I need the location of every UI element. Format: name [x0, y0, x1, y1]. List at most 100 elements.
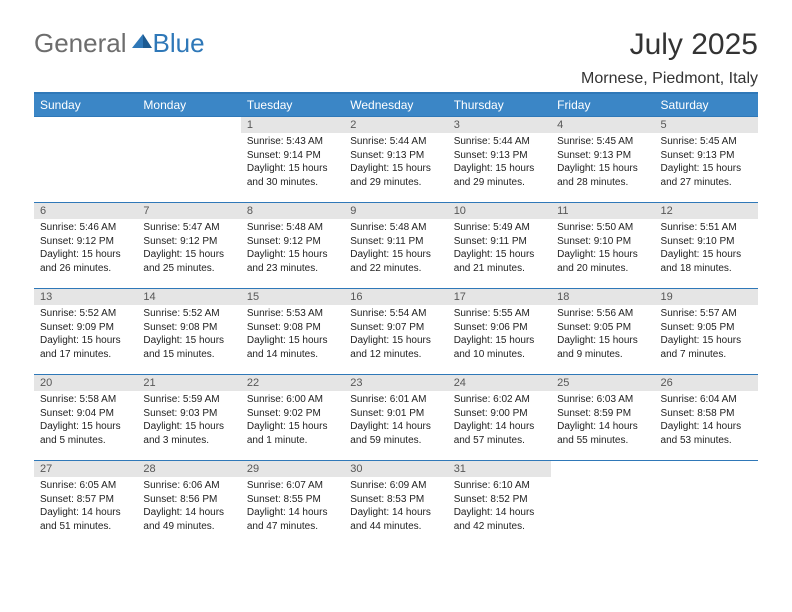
logo-triangle-icon	[131, 30, 153, 57]
day-number: 25	[551, 375, 654, 391]
day-number: 11	[551, 203, 654, 219]
month-title: July 2025	[630, 28, 758, 62]
day-info: Sunrise: 5:46 AMSunset: 9:12 PMDaylight:…	[34, 219, 137, 279]
day-cell: 7Sunrise: 5:47 AMSunset: 9:12 PMDaylight…	[137, 203, 240, 289]
day-number: 29	[241, 461, 344, 477]
day-info: Sunrise: 5:44 AMSunset: 9:13 PMDaylight:…	[448, 133, 551, 193]
day-header: Wednesday	[344, 94, 447, 117]
day-info: Sunrise: 5:51 AMSunset: 9:10 PMDaylight:…	[655, 219, 758, 279]
day-cell: 16Sunrise: 5:54 AMSunset: 9:07 PMDayligh…	[344, 289, 447, 375]
day-cell: 28Sunrise: 6:06 AMSunset: 8:56 PMDayligh…	[137, 461, 240, 547]
day-cell: 20Sunrise: 5:58 AMSunset: 9:04 PMDayligh…	[34, 375, 137, 461]
day-header: Tuesday	[241, 94, 344, 117]
day-info: Sunrise: 5:58 AMSunset: 9:04 PMDaylight:…	[34, 391, 137, 451]
day-info: Sunrise: 6:01 AMSunset: 9:01 PMDaylight:…	[344, 391, 447, 451]
day-cell: 27Sunrise: 6:05 AMSunset: 8:57 PMDayligh…	[34, 461, 137, 547]
day-cell: 5Sunrise: 5:45 AMSunset: 9:13 PMDaylight…	[655, 117, 758, 203]
day-info: Sunrise: 6:03 AMSunset: 8:59 PMDaylight:…	[551, 391, 654, 451]
day-header: Sunday	[34, 94, 137, 117]
day-number: 9	[344, 203, 447, 219]
day-number: 24	[448, 375, 551, 391]
day-cell: 3Sunrise: 5:44 AMSunset: 9:13 PMDaylight…	[448, 117, 551, 203]
location-label: Mornese, Piedmont, Italy	[34, 70, 758, 94]
day-number: 5	[655, 117, 758, 133]
day-number: 8	[241, 203, 344, 219]
calendar-table: SundayMondayTuesdayWednesdayThursdayFrid…	[34, 94, 758, 547]
day-info: Sunrise: 6:00 AMSunset: 9:02 PMDaylight:…	[241, 391, 344, 451]
day-number: 4	[551, 117, 654, 133]
day-info: Sunrise: 6:07 AMSunset: 8:55 PMDaylight:…	[241, 477, 344, 537]
day-info: Sunrise: 5:55 AMSunset: 9:06 PMDaylight:…	[448, 305, 551, 365]
day-cell: 4Sunrise: 5:45 AMSunset: 9:13 PMDaylight…	[551, 117, 654, 203]
day-info: Sunrise: 5:54 AMSunset: 9:07 PMDaylight:…	[344, 305, 447, 365]
day-number: 12	[655, 203, 758, 219]
day-info: Sunrise: 5:45 AMSunset: 9:13 PMDaylight:…	[551, 133, 654, 193]
day-info: Sunrise: 5:50 AMSunset: 9:10 PMDaylight:…	[551, 219, 654, 279]
day-cell	[34, 117, 137, 203]
day-number: 6	[34, 203, 137, 219]
day-number: 2	[344, 117, 447, 133]
day-info: Sunrise: 6:02 AMSunset: 9:00 PMDaylight:…	[448, 391, 551, 451]
day-cell: 13Sunrise: 5:52 AMSunset: 9:09 PMDayligh…	[34, 289, 137, 375]
day-info: Sunrise: 5:53 AMSunset: 9:08 PMDaylight:…	[241, 305, 344, 365]
day-cell: 1Sunrise: 5:43 AMSunset: 9:14 PMDaylight…	[241, 117, 344, 203]
day-number: 18	[551, 289, 654, 305]
day-number: 28	[137, 461, 240, 477]
day-number: 16	[344, 289, 447, 305]
day-info: Sunrise: 5:47 AMSunset: 9:12 PMDaylight:…	[137, 219, 240, 279]
day-info: Sunrise: 5:52 AMSunset: 9:09 PMDaylight:…	[34, 305, 137, 365]
day-cell: 21Sunrise: 5:59 AMSunset: 9:03 PMDayligh…	[137, 375, 240, 461]
day-cell: 30Sunrise: 6:09 AMSunset: 8:53 PMDayligh…	[344, 461, 447, 547]
day-number: 26	[655, 375, 758, 391]
day-info: Sunrise: 6:05 AMSunset: 8:57 PMDaylight:…	[34, 477, 137, 537]
day-info: Sunrise: 5:44 AMSunset: 9:13 PMDaylight:…	[344, 133, 447, 193]
day-info: Sunrise: 5:57 AMSunset: 9:05 PMDaylight:…	[655, 305, 758, 365]
day-cell: 11Sunrise: 5:50 AMSunset: 9:10 PMDayligh…	[551, 203, 654, 289]
day-number: 7	[137, 203, 240, 219]
day-number: 10	[448, 203, 551, 219]
day-number: 30	[344, 461, 447, 477]
logo: General Blue	[34, 28, 205, 59]
day-info: Sunrise: 5:48 AMSunset: 9:11 PMDaylight:…	[344, 219, 447, 279]
day-number: 27	[34, 461, 137, 477]
day-cell: 25Sunrise: 6:03 AMSunset: 8:59 PMDayligh…	[551, 375, 654, 461]
day-number: 3	[448, 117, 551, 133]
day-cell: 29Sunrise: 6:07 AMSunset: 8:55 PMDayligh…	[241, 461, 344, 547]
day-info: Sunrise: 6:09 AMSunset: 8:53 PMDaylight:…	[344, 477, 447, 537]
day-header: Saturday	[655, 94, 758, 117]
day-info: Sunrise: 5:52 AMSunset: 9:08 PMDaylight:…	[137, 305, 240, 365]
day-cell: 9Sunrise: 5:48 AMSunset: 9:11 PMDaylight…	[344, 203, 447, 289]
day-info: Sunrise: 5:56 AMSunset: 9:05 PMDaylight:…	[551, 305, 654, 365]
day-number: 31	[448, 461, 551, 477]
day-cell: 19Sunrise: 5:57 AMSunset: 9:05 PMDayligh…	[655, 289, 758, 375]
day-header: Thursday	[448, 94, 551, 117]
day-cell: 18Sunrise: 5:56 AMSunset: 9:05 PMDayligh…	[551, 289, 654, 375]
day-header: Friday	[551, 94, 654, 117]
day-number: 1	[241, 117, 344, 133]
day-cell: 2Sunrise: 5:44 AMSunset: 9:13 PMDaylight…	[344, 117, 447, 203]
day-info: Sunrise: 5:48 AMSunset: 9:12 PMDaylight:…	[241, 219, 344, 279]
day-info: Sunrise: 5:59 AMSunset: 9:03 PMDaylight:…	[137, 391, 240, 451]
day-cell: 17Sunrise: 5:55 AMSunset: 9:06 PMDayligh…	[448, 289, 551, 375]
day-info: Sunrise: 5:49 AMSunset: 9:11 PMDaylight:…	[448, 219, 551, 279]
day-cell	[551, 461, 654, 547]
day-cell	[655, 461, 758, 547]
day-cell: 8Sunrise: 5:48 AMSunset: 9:12 PMDaylight…	[241, 203, 344, 289]
day-cell: 10Sunrise: 5:49 AMSunset: 9:11 PMDayligh…	[448, 203, 551, 289]
day-number: 15	[241, 289, 344, 305]
day-number: 17	[448, 289, 551, 305]
day-cell: 31Sunrise: 6:10 AMSunset: 8:52 PMDayligh…	[448, 461, 551, 547]
day-cell: 14Sunrise: 5:52 AMSunset: 9:08 PMDayligh…	[137, 289, 240, 375]
logo-text-general: General	[34, 28, 127, 59]
day-cell: 6Sunrise: 5:46 AMSunset: 9:12 PMDaylight…	[34, 203, 137, 289]
day-cell: 15Sunrise: 5:53 AMSunset: 9:08 PMDayligh…	[241, 289, 344, 375]
day-number: 20	[34, 375, 137, 391]
day-info: Sunrise: 6:06 AMSunset: 8:56 PMDaylight:…	[137, 477, 240, 537]
day-cell	[137, 117, 240, 203]
day-cell: 26Sunrise: 6:04 AMSunset: 8:58 PMDayligh…	[655, 375, 758, 461]
day-number: 14	[137, 289, 240, 305]
day-info: Sunrise: 5:45 AMSunset: 9:13 PMDaylight:…	[655, 133, 758, 193]
day-cell: 22Sunrise: 6:00 AMSunset: 9:02 PMDayligh…	[241, 375, 344, 461]
day-cell: 23Sunrise: 6:01 AMSunset: 9:01 PMDayligh…	[344, 375, 447, 461]
day-number: 22	[241, 375, 344, 391]
